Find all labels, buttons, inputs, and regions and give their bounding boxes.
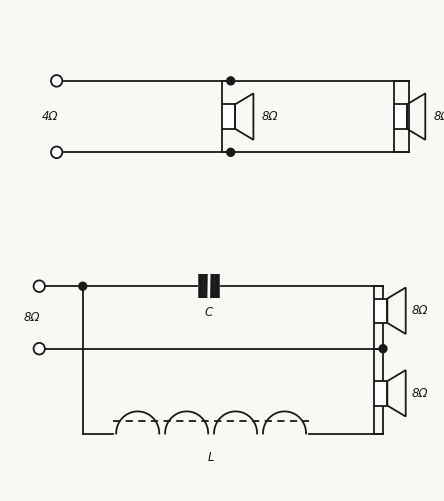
Circle shape	[34, 343, 45, 355]
Text: C: C	[205, 306, 213, 319]
Text: 8Ω: 8Ω	[412, 387, 428, 400]
Text: 8Ω: 8Ω	[261, 110, 278, 123]
Polygon shape	[374, 299, 387, 323]
Polygon shape	[374, 381, 387, 405]
Circle shape	[227, 148, 234, 156]
Text: 8Ω: 8Ω	[24, 311, 40, 324]
Circle shape	[79, 282, 87, 290]
Circle shape	[379, 345, 387, 353]
Polygon shape	[394, 104, 407, 129]
Circle shape	[34, 281, 45, 292]
Circle shape	[51, 146, 62, 158]
Text: 4Ω: 4Ω	[41, 110, 58, 123]
Text: 8Ω: 8Ω	[433, 110, 444, 123]
Polygon shape	[222, 104, 235, 129]
Text: L: L	[208, 451, 214, 464]
Text: 8Ω: 8Ω	[412, 304, 428, 317]
Circle shape	[51, 75, 62, 87]
Circle shape	[227, 77, 234, 85]
